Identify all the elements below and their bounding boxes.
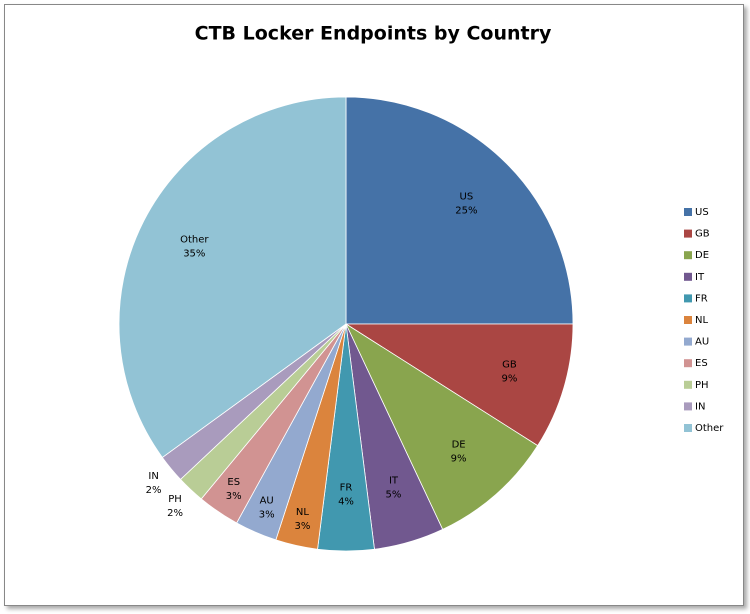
chart-title: CTB Locker Endpoints by Country: [195, 23, 552, 45]
slice-category-label: US: [460, 192, 474, 203]
pie-slice: [344, 323, 574, 447]
slice-category-label: Other: [180, 235, 209, 246]
legend-swatch: [684, 359, 692, 368]
slice-category-label: FR: [340, 482, 353, 493]
slice-value-label: 9%: [502, 373, 518, 384]
legend-label: ES: [695, 358, 708, 369]
legend-swatch: [684, 229, 692, 238]
slice-value-label: 3%: [226, 491, 242, 502]
legend-label: PH: [695, 380, 709, 391]
legend-swatch: [684, 272, 692, 281]
slice-value-label: 35%: [183, 249, 205, 260]
slice-value-label: 2%: [146, 485, 162, 496]
legend-swatch: [684, 424, 692, 432]
slice-category-label: PH: [168, 494, 182, 505]
pie-slice: [118, 96, 347, 458]
slice-category-label: GB: [502, 359, 517, 370]
legend-label: AU: [695, 337, 709, 348]
pie-slice: [345, 322, 539, 530]
legend-swatch: [684, 337, 692, 346]
slice-value-label: 4%: [338, 496, 354, 507]
legend-label: GB: [695, 229, 710, 240]
legend-swatch: [684, 402, 692, 411]
slice-category-label: NL: [296, 507, 309, 518]
legend-label: NL: [695, 315, 708, 326]
slice-category-label: DE: [452, 440, 466, 451]
legend-label: DE: [695, 250, 709, 261]
legend-label: Other: [695, 423, 724, 434]
legend-swatch: [684, 316, 692, 324]
legend-swatch: [684, 294, 692, 303]
pie-slice: [345, 96, 574, 325]
slice-value-label: 3%: [294, 521, 310, 532]
slice-value-label: 5%: [386, 489, 402, 500]
slice-category-label: IN: [148, 471, 158, 482]
legend-swatch: [684, 208, 692, 216]
slice-value-label: 2%: [167, 508, 183, 519]
legend-swatch: [684, 251, 692, 260]
slice-category-label: ES: [227, 477, 240, 488]
slice-category-label: AU: [260, 495, 274, 506]
slice-value-label: 9%: [451, 454, 467, 465]
legend-label: US: [695, 207, 709, 218]
legend-label: IT: [695, 272, 705, 283]
legend-swatch: [684, 380, 692, 389]
legend-label: IN: [695, 401, 705, 412]
slice-value-label: 25%: [455, 206, 477, 217]
legend-label: FR: [695, 293, 708, 304]
slice-category-label: IT: [389, 475, 399, 486]
slice-value-label: 3%: [259, 509, 275, 520]
